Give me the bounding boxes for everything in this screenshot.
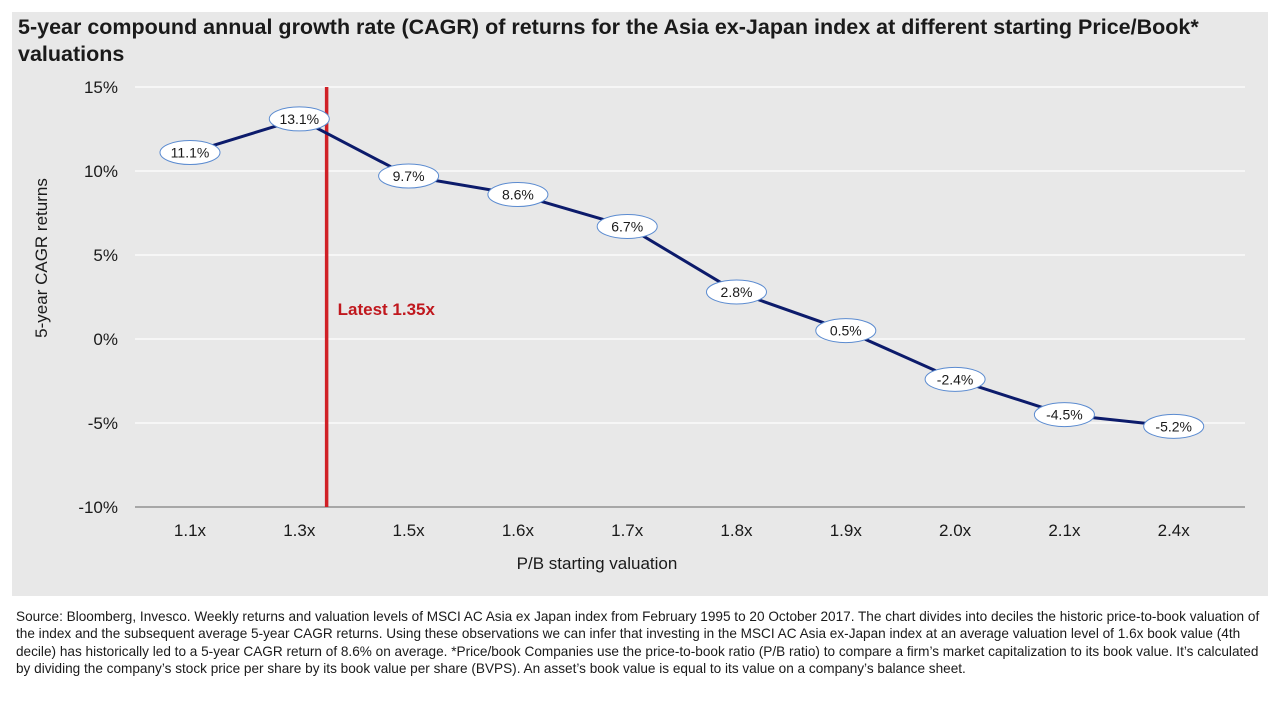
data-point: -2.4%: [924, 366, 986, 392]
data-label-bubble: [268, 106, 330, 132]
data-point: 2.8%: [706, 279, 767, 305]
x-tick-label: 1.3x: [283, 521, 316, 540]
x-tick-label: 2.1x: [1048, 521, 1081, 540]
chart-panel: [12, 12, 1268, 596]
data-label-bubble: [1033, 402, 1095, 428]
y-tick-label: 10%: [84, 162, 118, 181]
data-point: 13.1%: [268, 106, 330, 132]
data-label: -5.2%: [1155, 418, 1192, 434]
chart-title: 5-year compound annual growth rate (CAGR…: [18, 15, 1199, 66]
data-label-bubble: [487, 182, 549, 208]
data-point: -5.2%: [1143, 413, 1205, 439]
latest-valuation-label: Latest 1.35x: [338, 300, 436, 319]
data-label: 6.7%: [611, 218, 643, 234]
y-tick-label: -10%: [78, 498, 118, 517]
data-label: -2.4%: [937, 371, 974, 387]
data-label: 11.1%: [171, 145, 210, 161]
line-chart: 15%10%5%0%-5%-10% 1.1x 1.3x 1.5x 1.6x 1.7x 1.…: [32, 78, 1245, 573]
data-label: 8.6%: [502, 187, 534, 203]
x-tick-label: 1.7x: [611, 521, 644, 540]
x-tick-label: 1.1x: [174, 521, 207, 540]
data-point: 8.6%: [487, 182, 549, 208]
x-tick-label: 2.4x: [1158, 521, 1191, 540]
x-tick-label: 1.5x: [393, 521, 426, 540]
source-note: Source: Bloomberg, Invesco. Weekly retur…: [16, 609, 1260, 677]
x-tick-label: 1.8x: [720, 521, 753, 540]
x-tick-labels: 1.1x 1.3x 1.5x 1.6x 1.7x 1.8x 1.9x 2.0x 2.1x 2.4x: [174, 521, 1190, 540]
data-point: 9.7%: [378, 163, 440, 189]
y-axis-label: 5-year CAGR returns: [32, 178, 51, 338]
data-label-bubble: [706, 279, 767, 305]
data-label-bubble: [378, 163, 440, 189]
data-point: 11.1%: [159, 140, 221, 166]
data-label: 0.5%: [830, 323, 862, 339]
data-labels: 11.1% 13.1% 9.7% 8.6% 6.7% 2.8% 0.5% -2.4% -4.5%…: [159, 106, 1205, 439]
data-label-bubble: [924, 366, 986, 392]
y-tick-label: -5%: [88, 414, 118, 433]
gridlines: [135, 86, 1245, 424]
cagr-series-line: [189, 117, 1174, 428]
data-label-bubble: [815, 318, 877, 344]
x-tick-label: 2.0x: [939, 521, 972, 540]
y-tick-label: 0%: [93, 330, 118, 349]
data-point: 0.5%: [815, 318, 877, 344]
data-label-bubble: [159, 140, 221, 166]
y-tick-label: 15%: [84, 78, 118, 97]
x-tick-label: 1.9x: [830, 521, 863, 540]
data-label-bubble: [1143, 413, 1205, 439]
x-tick-label: 1.6x: [502, 521, 535, 540]
data-point: -4.5%: [1033, 402, 1095, 428]
y-tick-labels: 15% 10% 5% 0% -5% -10%: [78, 78, 118, 517]
data-label: 13.1%: [279, 111, 319, 127]
data-label: 9.7%: [393, 168, 425, 184]
y-tick-label: 5%: [93, 246, 118, 265]
data-label: 2.8%: [721, 284, 753, 300]
data-point: 6.7%: [596, 213, 658, 239]
x-axis-label: P/B starting valuation: [517, 554, 678, 573]
data-label: -4.5%: [1046, 407, 1083, 423]
data-label-bubble: [596, 213, 658, 239]
